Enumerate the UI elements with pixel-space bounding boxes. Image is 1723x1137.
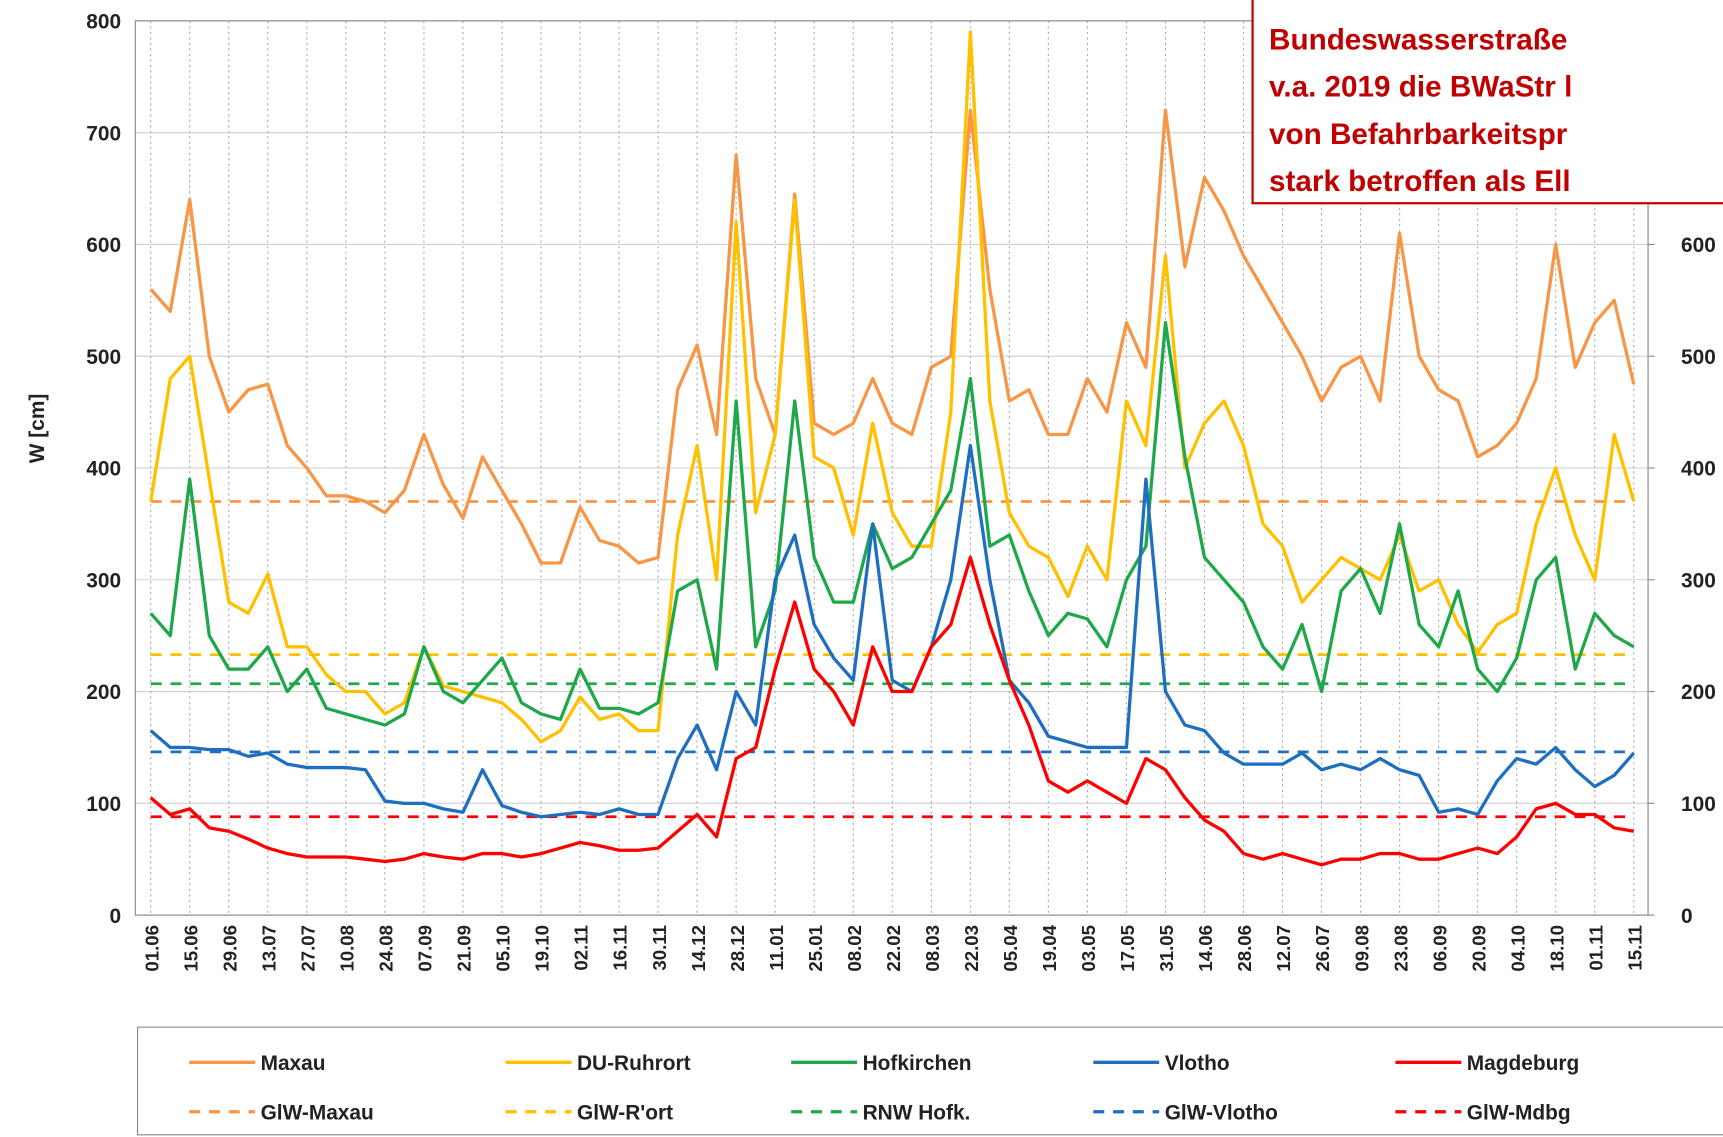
x-tick-label: 28.12 xyxy=(727,925,748,972)
x-tick-label: 10.08 xyxy=(337,925,358,972)
series-line xyxy=(149,320,1635,727)
x-tick-label: 07.09 xyxy=(415,925,436,972)
y2-tick-label: 100 xyxy=(1681,793,1716,816)
x-tick-label: 22.02 xyxy=(883,925,904,972)
x-tick-label: 19.10 xyxy=(532,925,553,972)
x-tick-label: 01.06 xyxy=(141,925,162,972)
y-tick-label: 600 xyxy=(86,234,121,257)
x-tick-label: 23.08 xyxy=(1390,925,1411,972)
legend: Maxau DU-Ruhrort Hofkirchen Vlotho Magdeburg… xyxy=(189,1052,1579,1124)
series-line xyxy=(149,108,1636,565)
x-tick-label: 30.11 xyxy=(649,925,670,971)
x-tick-label: 08.03 xyxy=(922,925,943,972)
x-tick-label: 08.02 xyxy=(844,925,865,972)
x-tick-label: 14.06 xyxy=(1195,925,1216,972)
legend-label: RNW Hofk. xyxy=(863,1101,971,1124)
x-tick-label: 05.04 xyxy=(1000,924,1021,971)
y-tick-label: 200 xyxy=(86,681,121,704)
x-tick-label: 25.01 xyxy=(805,925,826,972)
y2-tick-label: 600 xyxy=(1681,234,1716,257)
legend-label: DU-Ruhrort xyxy=(577,1052,691,1075)
x-tick-label: 20.09 xyxy=(1468,925,1489,972)
y2-tick-label: 500 xyxy=(1681,346,1716,369)
y2-tick-label: 0 xyxy=(1681,905,1693,928)
x-tick-label: 11.01 xyxy=(766,925,787,971)
y-tick-label: 300 xyxy=(86,569,121,592)
legend-label: Maxau xyxy=(261,1052,326,1075)
x-tick-label: 31.05 xyxy=(1156,925,1177,972)
x-tick-label: 26.07 xyxy=(1312,925,1333,972)
series-line xyxy=(149,30,1636,744)
x-tick-label: 03.05 xyxy=(1078,925,1099,972)
x-tick-label: 28.06 xyxy=(1234,925,1255,972)
x-tick-label: 06.09 xyxy=(1429,925,1450,972)
legend-label: GlW-R'ort xyxy=(577,1101,673,1124)
lines xyxy=(149,30,1636,867)
x-tick-label: 21.09 xyxy=(454,925,475,972)
y-tick-label: 500 xyxy=(86,346,121,369)
y-axis-label: W [cm] xyxy=(26,394,49,464)
legend-label: GlW-Maxau xyxy=(261,1101,374,1124)
x-tick-label: 29.06 xyxy=(219,925,240,972)
legend-box xyxy=(137,1026,1723,1136)
x-tick-label: 18.10 xyxy=(1546,925,1567,972)
x-tick-label: 15.11 xyxy=(1624,925,1645,971)
annotation-line: Bundeswasserstraße xyxy=(1269,23,1567,56)
annotation: Bundeswasserstraße v.a. 2019 die BWaStr l… xyxy=(1251,0,1723,205)
y2-tick-label: 400 xyxy=(1681,458,1716,481)
annotation-box xyxy=(1251,0,1723,205)
x-tick-label: 09.08 xyxy=(1351,925,1372,972)
x-tick-label: 04.10 xyxy=(1507,925,1528,972)
plot-frame xyxy=(134,20,1649,916)
legend-label: Hofkirchen xyxy=(863,1052,972,1075)
y-tick-label: 400 xyxy=(86,458,121,481)
annotation-line: stark betroffen als Ell xyxy=(1269,165,1571,198)
x-tick-label: 13.07 xyxy=(259,925,280,972)
x-tick-label: 16.11 xyxy=(610,925,631,971)
legend-label: Vlotho xyxy=(1165,1052,1230,1075)
legend-label: GlW-Vlotho xyxy=(1165,1101,1278,1124)
x-tick-label: 19.04 xyxy=(1039,924,1060,971)
y2-tick-label: 300 xyxy=(1681,569,1716,592)
x-tick-label: 01.11 xyxy=(1585,925,1606,971)
x-tick-label: 27.07 xyxy=(298,925,319,972)
y-tick-label: 800 xyxy=(86,11,121,34)
x-tick-label: 02.11 xyxy=(571,925,592,971)
x-tick-label: 22.03 xyxy=(961,925,982,972)
annotation-line: v.a. 2019 die BWaStr l xyxy=(1269,71,1572,104)
x-tick-label: 14.12 xyxy=(688,925,709,972)
x-tick-label: 05.10 xyxy=(493,925,514,972)
x-tick-label: 12.07 xyxy=(1273,925,1294,972)
series-line xyxy=(149,555,1635,867)
x-tick-label: 24.08 xyxy=(376,925,397,972)
x-tick-label: 15.06 xyxy=(180,925,201,972)
series-line xyxy=(149,443,1636,819)
x-tick-label: 17.05 xyxy=(1117,925,1138,972)
y2-tick-label: 200 xyxy=(1681,681,1716,704)
y-tick-label: 700 xyxy=(86,122,121,145)
y-tick-label: 0 xyxy=(109,905,121,928)
legend-label: GlW-Mdbg xyxy=(1467,1101,1571,1124)
y-tick-label: 100 xyxy=(86,793,121,816)
legend-label: Magdeburg xyxy=(1467,1052,1579,1075)
annotation-line: von Befahrbarkeitspr xyxy=(1269,118,1568,151)
